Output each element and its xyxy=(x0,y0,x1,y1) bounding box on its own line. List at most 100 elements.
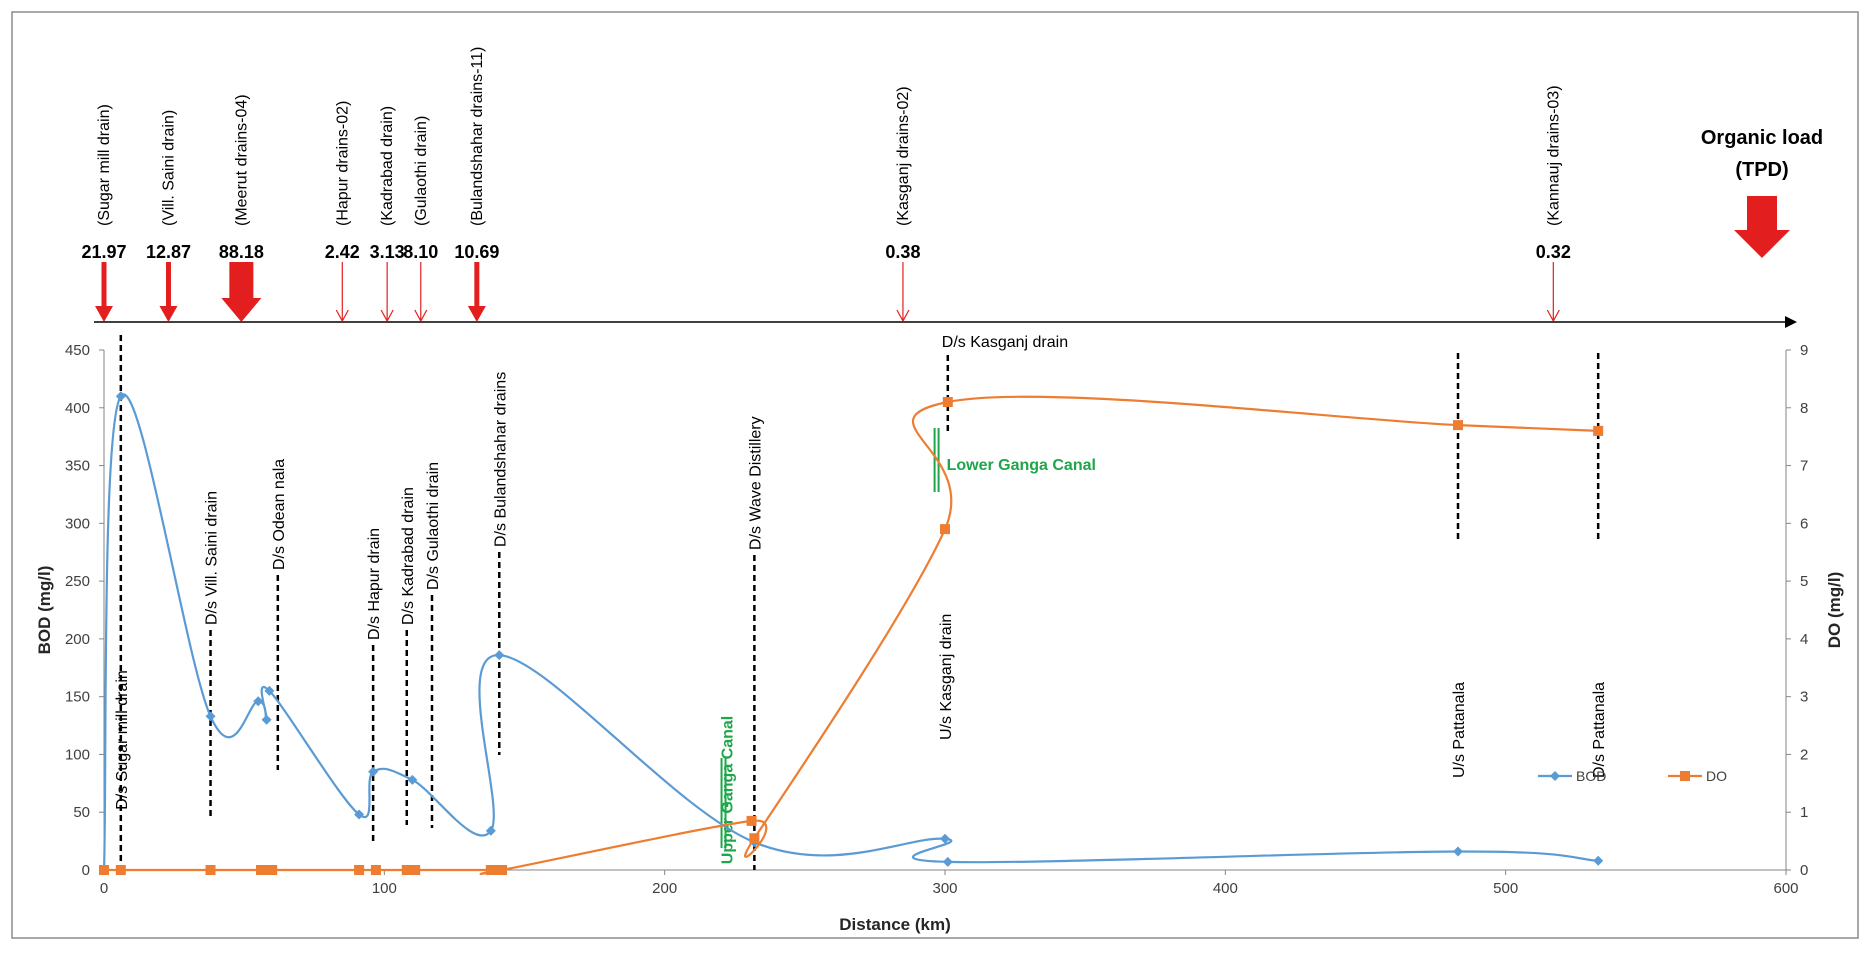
do-data-point xyxy=(401,865,412,875)
drain-name: (Kannauj drains-03) xyxy=(1545,85,1562,226)
y2-tick-label: 8 xyxy=(1800,400,1808,417)
drain-arrow-head xyxy=(159,306,178,322)
y2-tick-label: 5 xyxy=(1800,573,1808,590)
drain-load-value: 8.10 xyxy=(403,242,438,262)
x-tick-label: 0 xyxy=(100,880,108,897)
station-label: D/s Bulandshahar drains xyxy=(492,372,509,547)
drain-name: (Gulaothi drain) xyxy=(413,116,430,226)
station-label: D/s Kadrabad drain xyxy=(400,487,417,625)
x-tick-label: 400 xyxy=(1213,880,1238,897)
bod-data-point xyxy=(368,766,379,777)
do-data-point xyxy=(255,865,266,875)
station-label: D/s Gulaothi drain xyxy=(425,462,442,590)
do-data-point xyxy=(261,865,272,875)
drain-load-value: 10.69 xyxy=(454,242,499,262)
station-label: D/s Hapur drain xyxy=(366,528,383,640)
do-data-point xyxy=(942,397,953,407)
canal-label: Upper Ganga Canal xyxy=(720,716,737,864)
station-label: D/s Sugar mill drain xyxy=(114,670,131,810)
drain-name: (Vill. Saini drain) xyxy=(160,110,177,226)
bod-data-point xyxy=(494,650,505,661)
y-tick-label: 0 xyxy=(82,862,90,879)
station-label: U/s Kasganj drain xyxy=(938,614,955,740)
drain-arrow-head xyxy=(414,309,428,323)
do-data-point xyxy=(497,865,508,875)
do-data-point xyxy=(267,865,278,875)
y2-tick-label: 3 xyxy=(1800,689,1808,706)
canal-label: Lower Ganga Canal xyxy=(947,457,1096,474)
drain-name: (Sugar mill drain) xyxy=(96,104,113,226)
drain-arrow-head xyxy=(335,309,349,323)
load-unit: (TPD) xyxy=(1735,159,1788,181)
drain-arrow-head xyxy=(1546,309,1560,323)
bod-data-point xyxy=(485,825,496,836)
bod-data-point xyxy=(205,711,216,722)
y2-tick-label: 7 xyxy=(1800,458,1808,475)
bod-data-point xyxy=(354,809,365,820)
drain-name: (Bulandshahar drains-11) xyxy=(469,47,486,226)
y-tick-label: 50 xyxy=(73,804,90,821)
do-data-point xyxy=(410,865,421,875)
drain-load-value: 21.97 xyxy=(81,242,126,262)
legend-marker-bod xyxy=(1550,771,1560,781)
station-label: D/s Pattanala xyxy=(1591,682,1608,778)
station-label: D/s Wave Distillery xyxy=(747,416,764,550)
drain-name: (Hapur drains-02) xyxy=(334,101,351,226)
legend-label: DO xyxy=(1706,768,1727,784)
bod-data-point xyxy=(940,833,950,844)
station-label: D/s Vill. Saini drain xyxy=(204,491,221,625)
x-tick-label: 300 xyxy=(932,880,957,897)
y-tick-label: 250 xyxy=(65,573,90,590)
legend-label: BOD xyxy=(1576,768,1606,784)
do-data-point xyxy=(749,833,760,844)
legend-marker-do xyxy=(1680,771,1690,781)
y2-tick-label: 0 xyxy=(1800,862,1808,879)
load-axis-arrowhead xyxy=(1785,316,1797,328)
y-tick-label: 200 xyxy=(65,631,90,648)
y-tick-label: 300 xyxy=(65,515,90,532)
drain-name: (Kadrabad drain) xyxy=(379,106,396,226)
x-tick-label: 600 xyxy=(1773,880,1798,897)
do-data-point xyxy=(115,865,126,875)
y2-tick-label: 4 xyxy=(1800,631,1808,648)
do-data-point xyxy=(491,865,502,875)
load-title: Organic load xyxy=(1701,127,1823,149)
x-tick-label: 100 xyxy=(372,880,397,897)
drain-name: (Meerut drains-04) xyxy=(233,94,250,226)
bod-data-point xyxy=(261,714,272,725)
do-data-point xyxy=(370,865,381,875)
load-legend-arrow xyxy=(1734,196,1790,258)
do-data-point xyxy=(354,865,365,875)
y2-axis-title: DO (mg/l) xyxy=(1825,572,1844,649)
x-axis-title: Distance (km) xyxy=(839,915,950,934)
y-tick-label: 450 xyxy=(65,342,90,359)
bod-data-point xyxy=(253,696,264,707)
y2-tick-label: 2 xyxy=(1800,746,1808,763)
y2-tick-label: 6 xyxy=(1800,515,1808,532)
bod-data-point xyxy=(942,856,953,867)
x-tick-label: 500 xyxy=(1493,880,1518,897)
bod-data-point xyxy=(407,774,418,785)
drain-arrow-head xyxy=(896,309,910,323)
station-label: D/s Kasganj drain xyxy=(942,334,1068,351)
do-data-point xyxy=(940,524,950,535)
drain-arrow xyxy=(221,262,262,322)
drain-load-value: 0.32 xyxy=(1536,242,1571,262)
station-label: U/s Pattanala xyxy=(1451,682,1468,778)
y2-tick-label: 9 xyxy=(1800,342,1808,359)
do-data-point xyxy=(485,865,496,875)
bod-data-point xyxy=(264,685,275,696)
drain-load-value: 2.42 xyxy=(325,242,360,262)
drain-arrow-head xyxy=(95,306,113,322)
y-tick-label: 400 xyxy=(65,400,90,417)
y2-tick-label: 1 xyxy=(1800,804,1808,821)
do-data-point xyxy=(1593,425,1604,436)
drain-load-value: 3.13 xyxy=(370,242,405,262)
bod-data-point xyxy=(1593,855,1604,866)
drain-name: (Kasganj drains-02) xyxy=(895,86,912,226)
drain-load-value: 12.87 xyxy=(146,242,191,262)
do-data-point xyxy=(205,865,216,875)
y-tick-label: 350 xyxy=(65,458,90,475)
y-tick-label: 100 xyxy=(65,746,90,763)
